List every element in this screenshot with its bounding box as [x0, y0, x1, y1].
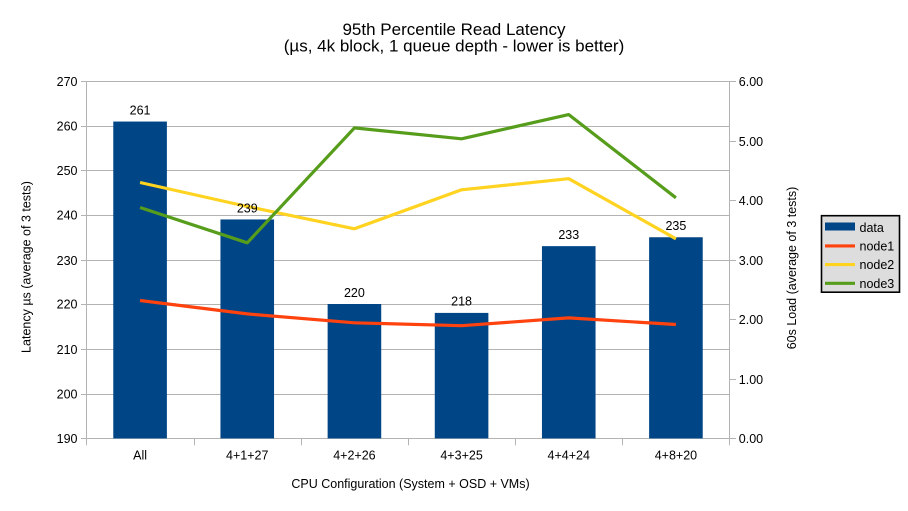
svg-text:235: 235: [665, 219, 686, 233]
svg-text:6.00: 6.00: [739, 75, 763, 89]
svg-text:230: 230: [57, 254, 78, 268]
svg-text:0.00: 0.00: [739, 432, 763, 446]
svg-text:190: 190: [57, 432, 78, 446]
svg-text:1.00: 1.00: [739, 373, 763, 387]
svg-text:5.00: 5.00: [739, 135, 763, 149]
svg-text:2.00: 2.00: [739, 313, 763, 327]
svg-text:270: 270: [57, 75, 78, 89]
svg-text:4+8+20: 4+8+20: [655, 449, 697, 463]
svg-text:4+3+25: 4+3+25: [440, 449, 482, 463]
svg-text:200: 200: [57, 388, 78, 402]
svg-text:218: 218: [451, 295, 472, 309]
svg-text:220: 220: [344, 286, 365, 300]
svg-text:3.00: 3.00: [739, 254, 763, 268]
svg-text:4+4+24: 4+4+24: [548, 449, 590, 463]
svg-text:239: 239: [237, 201, 258, 215]
svg-text:4+1+27: 4+1+27: [226, 449, 268, 463]
svg-text:node1: node1: [860, 240, 895, 254]
svg-text:Latency µs (average of 3 tests: Latency µs (average of 3 tests): [20, 181, 34, 353]
svg-text:All: All: [133, 449, 147, 463]
svg-text:233: 233: [558, 228, 579, 242]
svg-text:CPU Configuration (System + OS: CPU Configuration (System + OSD + VMs): [291, 477, 529, 491]
svg-text:220: 220: [57, 298, 78, 312]
svg-text:node3: node3: [860, 277, 895, 291]
svg-text:261: 261: [130, 103, 151, 117]
svg-text:4.00: 4.00: [739, 194, 763, 208]
svg-text:(µs, 4k block, 1 queue depth -: (µs, 4k block, 1 queue depth - lower is …: [284, 37, 625, 56]
svg-text:250: 250: [57, 164, 78, 178]
svg-text:210: 210: [57, 343, 78, 357]
svg-text:240: 240: [57, 209, 78, 223]
svg-text:4+2+26: 4+2+26: [333, 449, 375, 463]
svg-text:260: 260: [57, 120, 78, 134]
svg-text:node2: node2: [860, 258, 895, 272]
svg-text:60s Load (average of 3 tests): 60s Load (average of 3 tests): [785, 187, 799, 350]
svg-text:data: data: [860, 221, 884, 235]
svg-text:95th Percentile Read Latency: 95th Percentile Read Latency: [342, 20, 566, 39]
